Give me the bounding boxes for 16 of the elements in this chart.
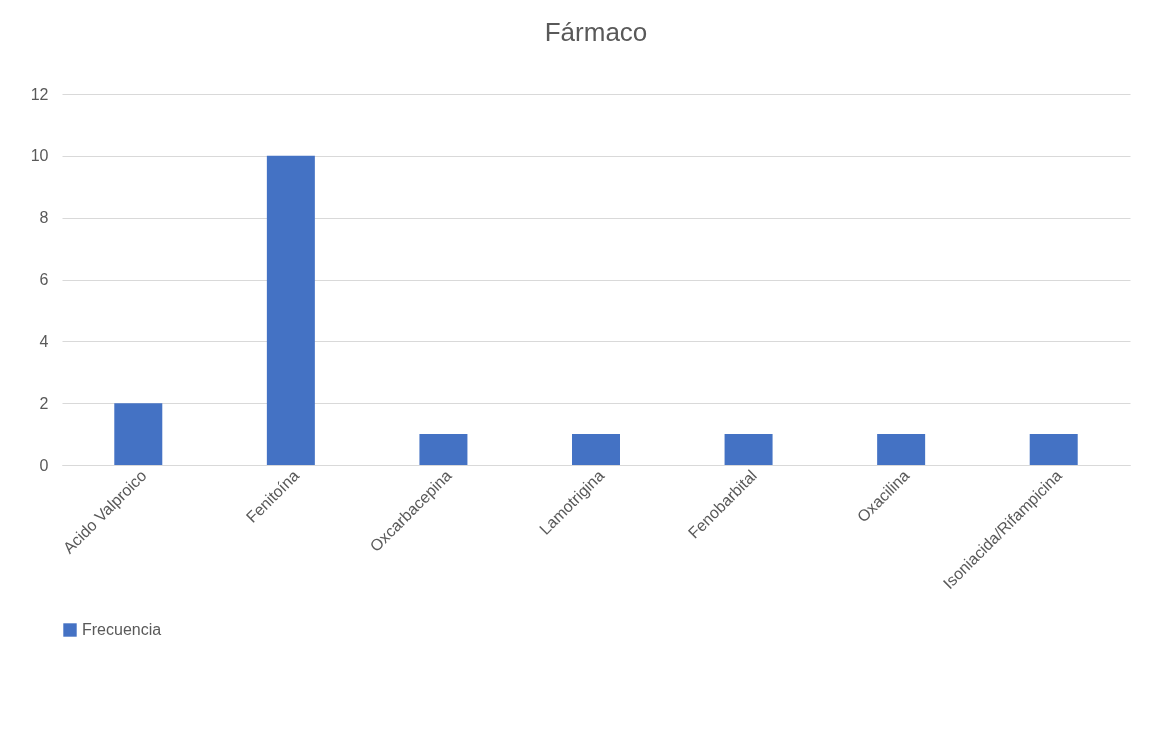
y-tick-label: 12 [30,85,49,103]
bar [1029,434,1078,465]
bar [877,434,926,465]
y-tick-label: 10 [30,147,49,165]
bar [724,434,773,465]
legend-label: Frecuencia [82,621,162,638]
y-tick-label: 8 [39,209,49,227]
chart-title: Fármaco [544,17,648,47]
bar [419,434,468,465]
y-tick-label: 6 [39,271,49,288]
y-tick-label: 0 [39,456,49,474]
y-tick-label: 4 [39,332,49,350]
bar [572,434,620,465]
bar [114,403,163,465]
y-tick-label: 2 [39,394,49,412]
bar [266,155,315,465]
